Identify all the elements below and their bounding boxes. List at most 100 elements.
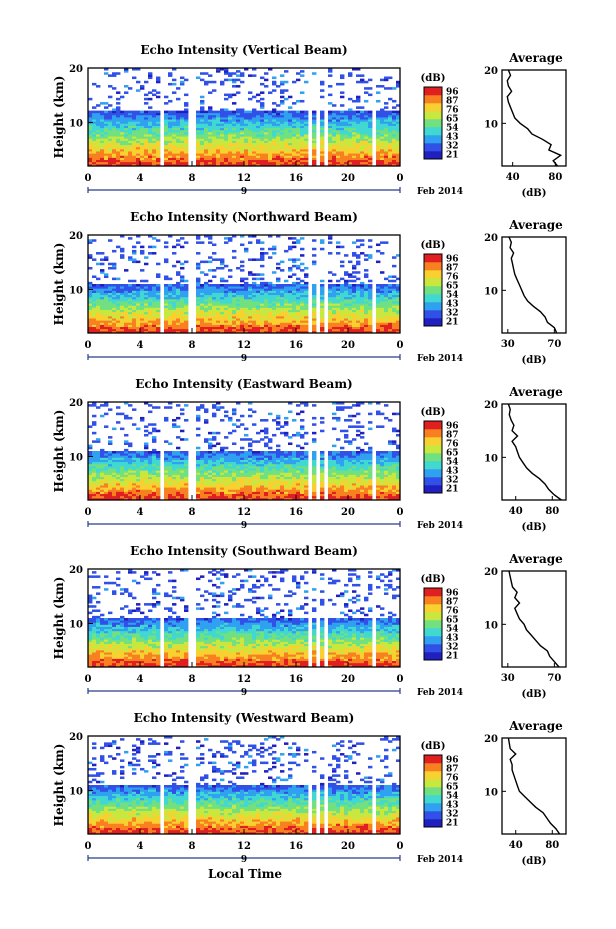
heatmap-cell xyxy=(396,290,401,293)
heatmap-cell xyxy=(332,131,337,135)
heatmap-cell xyxy=(252,161,257,165)
heatmap-cell xyxy=(364,151,369,154)
heatmap-cell xyxy=(228,284,233,287)
heatmap-cell xyxy=(92,275,97,279)
heatmap-cell xyxy=(204,311,209,315)
heatmap-cell xyxy=(168,157,173,161)
heatmap-cell xyxy=(356,163,361,167)
heatmap-cell xyxy=(124,487,129,490)
heatmap-cell xyxy=(288,134,293,137)
heatmap-cell xyxy=(104,163,109,167)
heatmap-cell xyxy=(220,290,225,293)
heatmap-cell xyxy=(104,292,109,296)
heatmap-cell xyxy=(340,318,345,321)
heatmap-cell xyxy=(384,110,389,114)
heatmap-cell xyxy=(236,315,241,319)
heatmap-cell xyxy=(284,80,289,84)
heatmap-cell xyxy=(248,271,253,274)
heatmap-cell xyxy=(280,95,285,99)
heatmap-cell xyxy=(252,127,257,131)
heatmap-cell xyxy=(240,131,245,135)
heatmap-cell xyxy=(144,318,149,321)
heatmap-cell xyxy=(356,296,361,300)
heatmap-cell xyxy=(200,476,205,480)
heatmap-cell xyxy=(220,493,225,497)
heatmap-cell xyxy=(380,110,385,114)
heatmap-cell xyxy=(108,491,113,495)
heatmap-cell xyxy=(292,129,297,133)
heatmap-cell xyxy=(224,163,229,167)
heatmap-cell xyxy=(368,136,373,139)
heatmap-cell xyxy=(332,138,337,141)
heatmap-cell xyxy=(296,239,301,242)
heatmap-cell xyxy=(276,279,281,283)
heatmap-cell xyxy=(224,117,229,120)
heatmap-cell xyxy=(180,468,185,471)
heatmap-cell xyxy=(108,311,113,315)
heatmap-cell xyxy=(276,277,281,281)
heatmap-cell xyxy=(268,121,273,124)
heatmap-cell xyxy=(208,495,213,499)
heatmap-cell xyxy=(120,161,125,165)
heatmap-cell xyxy=(184,404,189,407)
heatmap-cell xyxy=(220,138,225,141)
x-tick-label: 20 xyxy=(341,340,355,351)
heatmap-cell xyxy=(376,121,381,124)
heatmap-cell xyxy=(272,108,277,112)
heatmap-cell xyxy=(104,125,109,129)
heatmap-cell xyxy=(128,138,133,141)
heatmap-cell xyxy=(108,112,113,116)
heatmap-cell xyxy=(328,320,333,323)
heatmap-cell xyxy=(220,157,225,161)
heatmap-cell xyxy=(320,322,325,325)
heatmap-cell xyxy=(228,151,233,154)
heatmap-cell xyxy=(148,292,153,296)
heatmap-cell xyxy=(284,159,289,163)
heatmap-cell xyxy=(228,298,233,302)
heatmap-cell xyxy=(252,292,257,296)
heatmap-cell xyxy=(96,284,101,287)
heatmap-cell xyxy=(164,491,169,495)
heatmap-cell xyxy=(88,290,93,293)
heatmap-cell xyxy=(380,144,385,148)
heatmap-cell xyxy=(344,142,349,146)
heatmap-cell xyxy=(204,142,209,146)
heatmap-cell xyxy=(352,296,357,300)
heatmap-cell xyxy=(196,485,201,488)
heatmap-cell xyxy=(272,146,277,150)
heatmap-cell xyxy=(116,305,121,308)
heatmap-cell xyxy=(332,307,337,310)
heatmap-cell xyxy=(352,311,357,315)
heatmap-cell xyxy=(244,309,249,313)
heatmap-cell xyxy=(360,286,365,289)
heatmap-cell xyxy=(132,296,137,300)
heatmap-cell xyxy=(256,307,261,310)
heatmap-cell xyxy=(392,153,397,156)
heatmap-cell xyxy=(164,159,169,163)
heatmap-cell xyxy=(140,315,145,319)
heatmap-cell xyxy=(208,117,213,120)
heatmap-cell xyxy=(148,451,153,454)
heatmap-cell xyxy=(200,493,205,497)
heatmap-cell xyxy=(164,298,169,302)
heatmap-cell xyxy=(272,313,277,317)
heatmap-cell xyxy=(296,311,301,315)
heatmap-cell xyxy=(276,148,281,152)
heatmap-cell xyxy=(336,311,341,315)
heatmap-cell xyxy=(104,119,109,122)
heatmap-cell xyxy=(96,459,101,463)
heatmap-cell xyxy=(152,288,157,291)
heatmap-cell xyxy=(132,482,137,486)
heatmap-cell xyxy=(356,159,361,163)
heatmap-cell xyxy=(352,151,357,154)
heatmap-cell xyxy=(196,134,201,137)
heatmap xyxy=(88,402,401,501)
heatmap-cell xyxy=(288,326,293,330)
heatmap-cell xyxy=(388,127,393,131)
heatmap-cell xyxy=(284,138,289,141)
heatmap-cell xyxy=(224,123,229,126)
heatmap-cell xyxy=(216,136,221,139)
heatmap-cell xyxy=(268,91,273,94)
heatmap-cell xyxy=(368,298,373,302)
